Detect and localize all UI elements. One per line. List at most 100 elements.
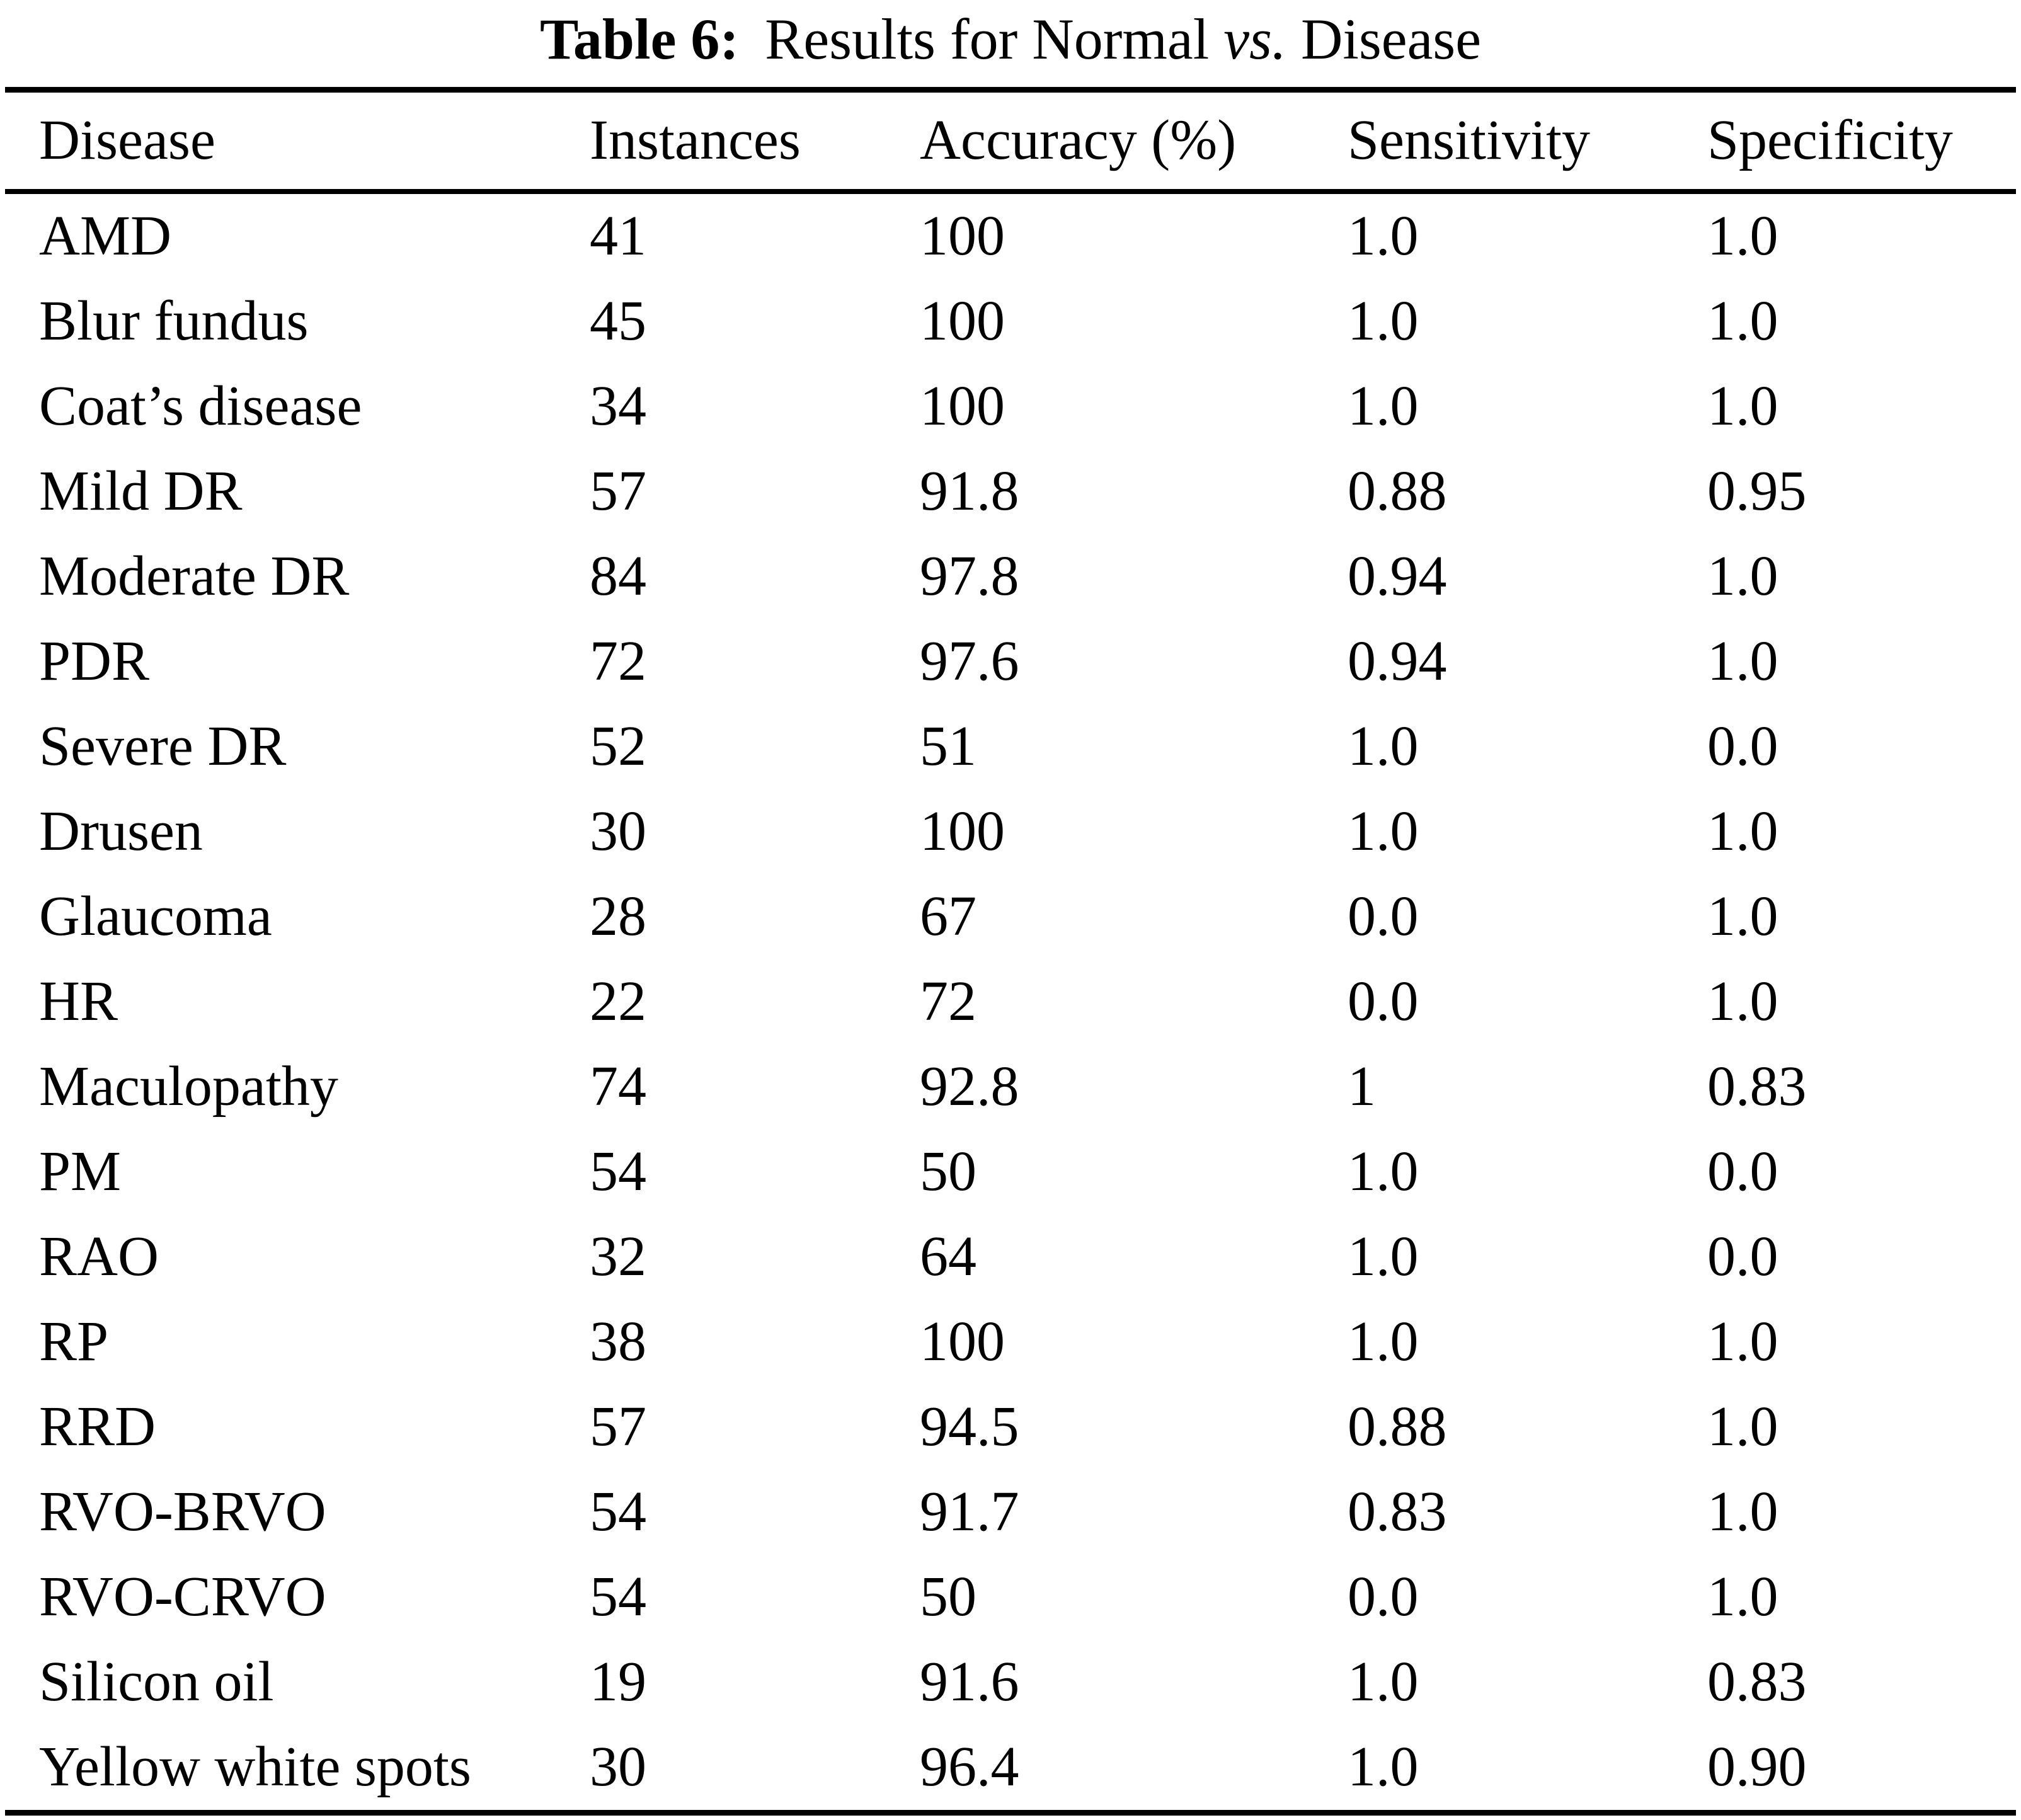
cell-instances: 57 (590, 1395, 646, 1458)
results-table-container: Disease Instances Accuracy (%) Sensitivi… (5, 86, 2016, 1816)
cell-disease: Moderate DR (39, 545, 350, 608)
cell-sensitivity: 1.0 (1348, 290, 1419, 353)
results-table: Disease Instances Accuracy (%) Sensitivi… (5, 92, 2016, 1810)
cell-specificity: 1.0 (1707, 1565, 1778, 1628)
cell-instances: 34 (590, 375, 646, 438)
cell-disease: RVO-CRVO (39, 1565, 326, 1628)
cell-disease: Severe DR (39, 715, 287, 778)
cell-sensitivity: 0.0 (1348, 970, 1419, 1033)
table-row: Moderate DR 84 97.8 0.94 1.0 (5, 534, 2016, 619)
caption-label: Table 6: (539, 7, 740, 71)
cell-specificity: 0.95 (1707, 460, 1807, 523)
cell-accuracy: 94.5 (920, 1395, 1019, 1458)
cell-accuracy: 97.6 (920, 630, 1019, 693)
table-row: Silicon oil 19 91.6 1.0 0.83 (5, 1640, 2016, 1725)
cell-accuracy: 100 (920, 1310, 1005, 1373)
cell-instances: 30 (590, 800, 646, 863)
cell-specificity: 1.0 (1707, 970, 1778, 1033)
cell-specificity: 1.0 (1707, 545, 1778, 608)
cell-specificity: 1.0 (1707, 630, 1778, 693)
cell-disease: RAO (39, 1225, 159, 1288)
cell-disease: Drusen (39, 800, 203, 863)
table-caption: Table 6: Results for Normal vs. Disease (0, 0, 2021, 73)
table-header: Disease Instances Accuracy (%) Sensitivi… (5, 92, 2016, 194)
cell-sensitivity: 0.83 (1348, 1480, 1447, 1543)
table-row: PDR 72 97.6 0.94 1.0 (5, 619, 2016, 704)
cell-sensitivity: 1.0 (1348, 375, 1419, 438)
cell-specificity: 1.0 (1707, 1480, 1778, 1543)
column-header-accuracy: Accuracy (%) (920, 92, 1348, 194)
cell-instances: 74 (590, 1055, 646, 1118)
cell-sensitivity: 1.0 (1348, 1651, 1419, 1714)
table-row: PM 54 50 1.0 0.0 (5, 1130, 2016, 1215)
table-header-row: Disease Instances Accuracy (%) Sensitivi… (5, 92, 2016, 194)
cell-sensitivity: 1.0 (1348, 1140, 1419, 1203)
cell-accuracy: 92.8 (920, 1055, 1019, 1118)
cell-specificity: 0.83 (1707, 1651, 1807, 1714)
cell-instances: 28 (590, 885, 646, 948)
cell-specificity: 1.0 (1707, 290, 1778, 353)
cell-accuracy: 50 (920, 1140, 976, 1203)
cell-disease: Coat’s disease (39, 375, 362, 438)
cell-accuracy: 96.4 (920, 1736, 1019, 1799)
cell-accuracy: 100 (920, 290, 1005, 353)
cell-specificity: 0.90 (1707, 1736, 1807, 1799)
cell-specificity: 1.0 (1707, 800, 1778, 863)
cell-accuracy: 91.7 (920, 1480, 1019, 1543)
table-row: HR 22 72 0.0 1.0 (5, 959, 2016, 1044)
table-row: AMD 41 100 1.0 1.0 (5, 192, 2016, 279)
cell-accuracy: 67 (920, 885, 976, 948)
cell-instances: 38 (590, 1310, 646, 1373)
cell-specificity: 0.83 (1707, 1055, 1807, 1118)
cell-accuracy: 100 (920, 800, 1005, 863)
cell-disease: PM (39, 1140, 122, 1203)
cell-sensitivity: 1.0 (1348, 800, 1419, 863)
cell-sensitivity: 0.0 (1348, 1565, 1419, 1628)
cell-specificity: 0.0 (1707, 1225, 1778, 1288)
column-header-specificity: Specificity (1707, 92, 2016, 194)
cell-sensitivity: 0.94 (1348, 545, 1447, 608)
cell-accuracy: 51 (920, 715, 976, 778)
cell-instances: 72 (590, 630, 646, 693)
cell-instances: 52 (590, 715, 646, 778)
table-row: Maculopathy 74 92.8 1 0.83 (5, 1044, 2016, 1130)
cell-specificity: 1.0 (1707, 1310, 1778, 1373)
table-row: RRD 57 94.5 0.88 1.0 (5, 1385, 2016, 1470)
cell-instances: 54 (590, 1565, 646, 1628)
table-row: Mild DR 57 91.8 0.88 0.95 (5, 449, 2016, 534)
cell-accuracy: 72 (920, 970, 976, 1033)
cell-accuracy: 100 (920, 375, 1005, 438)
cell-instances: 57 (590, 460, 646, 523)
cell-sensitivity: 0.88 (1348, 460, 1447, 523)
table-row: Severe DR 52 51 1.0 0.0 (5, 704, 2016, 789)
cell-disease: Maculopathy (39, 1055, 338, 1118)
table-row: Glaucoma 28 67 0.0 1.0 (5, 874, 2016, 959)
cell-instances: 54 (590, 1480, 646, 1543)
cell-specificity: 0.0 (1707, 715, 1778, 778)
cell-sensitivity: 1.0 (1348, 1736, 1419, 1799)
cell-instances: 22 (590, 970, 646, 1033)
cell-instances: 45 (590, 290, 646, 353)
cell-sensitivity: 1.0 (1348, 1225, 1419, 1288)
cell-disease: AMD (39, 205, 172, 268)
cell-disease: Mild DR (39, 460, 243, 523)
cell-disease: Yellow white spots (39, 1736, 471, 1799)
column-header-instances: Instances (590, 92, 920, 194)
table-body: AMD 41 100 1.0 1.0 Blur fundus 45 100 1.0 1.0 Coat… (5, 192, 2016, 1810)
cell-instances: 84 (590, 545, 646, 608)
cell-specificity: 1.0 (1707, 205, 1778, 268)
cell-sensitivity: 1.0 (1348, 1310, 1419, 1373)
table-row: RVO-BRVO 54 91.7 0.83 1.0 (5, 1470, 2016, 1555)
caption-text-before-vs: Results for Normal (765, 7, 1210, 71)
column-header-sensitivity: Sensitivity (1348, 92, 1707, 194)
cell-sensitivity: 1.0 (1348, 715, 1419, 778)
cell-disease: HR (39, 970, 118, 1033)
cell-accuracy: 97.8 (920, 545, 1019, 608)
table-row: RAO 32 64 1.0 0.0 (5, 1215, 2016, 1300)
caption-text-after-vs: Disease (1300, 7, 1482, 71)
cell-disease: PDR (39, 630, 150, 693)
cell-specificity: 1.0 (1707, 375, 1778, 438)
cell-disease: RRD (39, 1395, 156, 1458)
cell-instances: 32 (590, 1225, 646, 1288)
table-row: RVO-CRVO 54 50 0.0 1.0 (5, 1555, 2016, 1640)
